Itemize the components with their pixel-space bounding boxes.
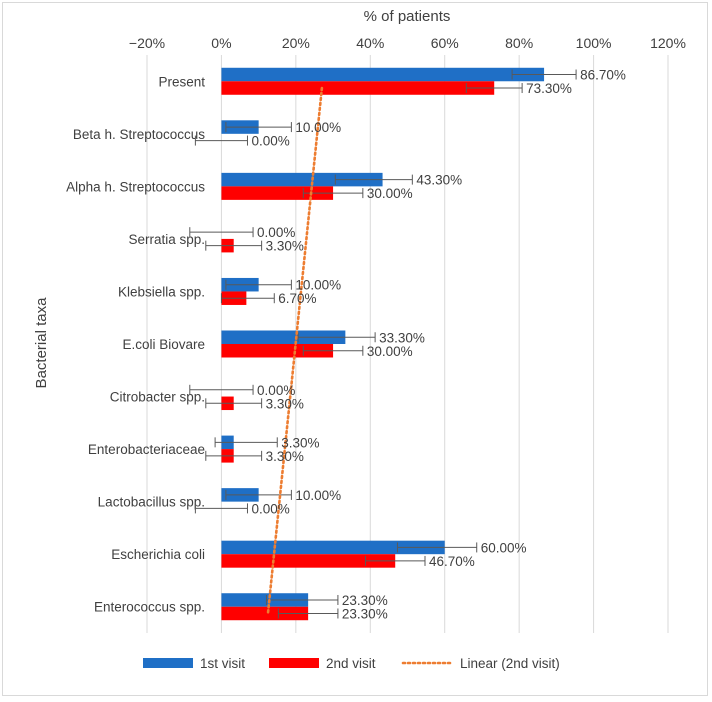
category-label: Escherichia coli	[111, 547, 205, 562]
category-label: Lactobacillus spp.	[98, 495, 205, 510]
data-label: 30.00%	[367, 344, 413, 359]
data-label: 10.00%	[295, 120, 341, 135]
x-tick-label: 20%	[282, 35, 310, 51]
data-label: 43.30%	[416, 173, 462, 188]
data-label: 23.30%	[342, 606, 388, 621]
x-tick-label: 40%	[356, 35, 384, 51]
category-label: Enterococcus spp.	[94, 600, 205, 615]
data-label: 30.00%	[367, 186, 413, 201]
bar-chart: −20% 0% 20% 40% 60% 80% 100% 120% % of patients…	[3, 3, 709, 697]
category-label: Klebsiella spp.	[118, 284, 205, 299]
bar	[221, 81, 494, 95]
data-label: 46.70%	[429, 554, 475, 569]
legend-label: Linear (2nd visit)	[460, 656, 560, 671]
x-tick-label: 100%	[576, 35, 612, 51]
legend-label: 1st visit	[200, 656, 245, 671]
bar	[221, 68, 544, 82]
legend-swatch	[143, 658, 193, 668]
data-label: 6.70%	[278, 291, 316, 306]
data-label: 86.70%	[580, 68, 626, 83]
category-labels: Present Beta h. Streptococcus Alpha h. Str…	[66, 74, 205, 614]
legend: 1st visit 2nd visit Linear (2nd visit)	[143, 656, 560, 671]
category-label: Enterobacteriaceae	[88, 442, 205, 457]
data-label: 0.00%	[251, 501, 289, 516]
data-label: 73.30%	[526, 81, 572, 96]
data-label: 3.30%	[266, 449, 304, 464]
data-label: 10.00%	[295, 488, 341, 503]
x-tick-label: 60%	[431, 35, 459, 51]
category-label: Serratia spp.	[128, 232, 205, 247]
x-tick-label: 120%	[650, 35, 686, 51]
x-axis-ticks: −20% 0% 20% 40% 60% 80% 100% 120%	[129, 35, 686, 51]
data-label: 3.30%	[266, 239, 304, 254]
x-tick-label: −20%	[129, 35, 165, 51]
category-label: Alpha h. Streptococcus	[66, 179, 205, 194]
category-label: Citrobacter spp.	[110, 390, 205, 405]
data-label: 3.30%	[266, 396, 304, 411]
y-axis-label: Bacterial taxa	[33, 297, 50, 389]
x-axis-label: % of patients	[364, 8, 451, 25]
x-tick-label: 0%	[211, 35, 231, 51]
x-tick-label: 80%	[505, 35, 533, 51]
category-label: E.coli Biovare	[122, 337, 205, 352]
data-label: 0.00%	[251, 134, 289, 149]
category-label: Present	[158, 74, 205, 89]
data-label: 60.00%	[481, 540, 527, 555]
category-label: Beta h. Streptococcus	[73, 127, 205, 142]
legend-swatch	[269, 658, 319, 668]
legend-label: 2nd visit	[326, 656, 376, 671]
